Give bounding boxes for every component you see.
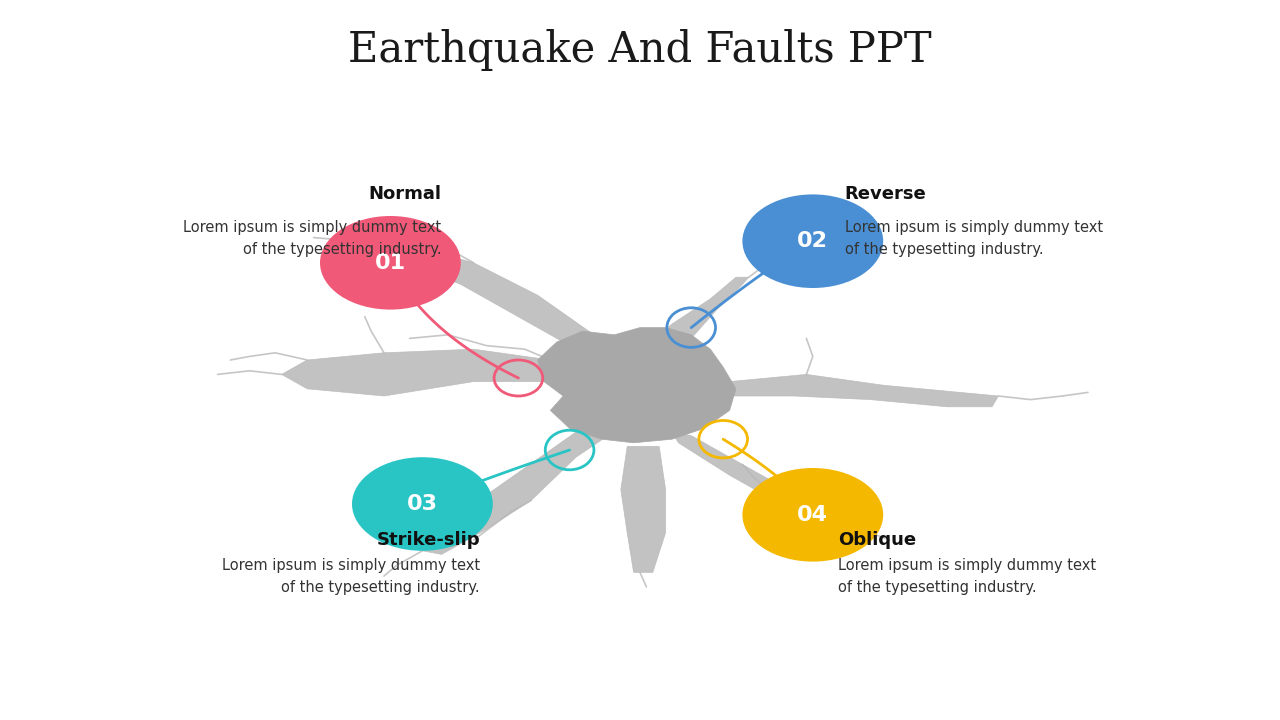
Text: Earthquake And Faults PPT: Earthquake And Faults PPT [348,30,932,71]
Polygon shape [397,248,614,346]
Text: Lorem ipsum is simply dummy text
of the typesetting industry.: Lorem ipsum is simply dummy text of the … [838,558,1097,595]
Ellipse shape [742,194,883,288]
Ellipse shape [320,216,461,310]
Text: Normal: Normal [369,185,442,203]
Text: Oblique: Oblique [838,531,916,549]
Text: Lorem ipsum is simply dummy text
of the typesetting industry.: Lorem ipsum is simply dummy text of the … [183,220,442,257]
Ellipse shape [742,468,883,562]
Polygon shape [621,446,666,572]
Polygon shape [422,432,608,554]
Polygon shape [538,328,736,443]
Text: Lorem ipsum is simply dummy text
of the typesetting industry.: Lorem ipsum is simply dummy text of the … [221,558,480,595]
Polygon shape [282,349,557,396]
Text: 03: 03 [407,494,438,514]
Ellipse shape [352,457,493,551]
Polygon shape [659,277,749,338]
Text: Lorem ipsum is simply dummy text
of the typesetting industry.: Lorem ipsum is simply dummy text of the … [845,220,1103,257]
Text: Reverse: Reverse [845,185,927,203]
Polygon shape [672,432,851,526]
Text: 01: 01 [375,253,406,273]
Text: Strike-slip: Strike-slip [376,531,480,549]
Text: 02: 02 [797,231,828,251]
Text: 04: 04 [797,505,828,525]
Polygon shape [730,374,998,407]
